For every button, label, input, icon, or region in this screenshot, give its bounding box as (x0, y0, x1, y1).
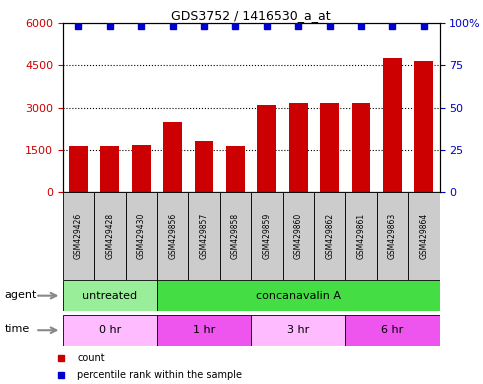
Text: 6 hr: 6 hr (381, 325, 404, 335)
Bar (414, 61, 433, 192)
Bar (345, 315, 440, 346)
Bar (283, 192, 314, 280)
Text: 3 hr: 3 hr (287, 325, 310, 335)
Bar (289, 103, 308, 192)
Bar (157, 280, 440, 311)
Title: GDS3752 / 1416530_a_at: GDS3752 / 1416530_a_at (171, 9, 331, 22)
Bar (220, 192, 251, 280)
Bar (314, 192, 345, 280)
Bar (188, 192, 220, 280)
Text: 1 hr: 1 hr (193, 325, 215, 335)
Bar (63, 192, 94, 280)
Bar (63, 315, 157, 346)
Bar (251, 315, 345, 346)
Text: GSM429430: GSM429430 (137, 213, 146, 259)
Bar (63, 280, 157, 311)
Bar (157, 315, 251, 346)
Text: agent: agent (5, 290, 37, 300)
Bar (163, 122, 182, 192)
Text: GSM429857: GSM429857 (199, 213, 209, 259)
Text: GSM429428: GSM429428 (105, 213, 114, 259)
Bar (377, 192, 408, 280)
Text: GSM429862: GSM429862 (325, 213, 334, 259)
Text: GSM429426: GSM429426 (74, 213, 83, 259)
Bar (157, 192, 188, 280)
Bar (126, 192, 157, 280)
Bar (352, 103, 370, 192)
Text: percentile rank within the sample: percentile rank within the sample (77, 370, 242, 381)
Bar (94, 192, 126, 280)
Bar (251, 192, 283, 280)
Text: GSM429856: GSM429856 (168, 213, 177, 259)
Text: count: count (77, 353, 105, 363)
Text: untreated: untreated (82, 291, 138, 301)
Text: GSM429858: GSM429858 (231, 213, 240, 259)
Bar (383, 58, 402, 192)
Bar (100, 146, 119, 192)
Text: GSM429861: GSM429861 (356, 213, 366, 259)
Text: GSM429859: GSM429859 (262, 213, 271, 259)
Bar (132, 145, 151, 192)
Text: GSM429864: GSM429864 (419, 213, 428, 259)
Bar (320, 103, 339, 192)
Text: time: time (5, 324, 30, 334)
Text: 0 hr: 0 hr (99, 325, 121, 335)
Text: concanavalin A: concanavalin A (256, 291, 341, 301)
Bar (195, 141, 213, 192)
Bar (408, 192, 440, 280)
Text: GSM429860: GSM429860 (294, 213, 303, 259)
Bar (345, 192, 377, 280)
Bar (69, 146, 88, 192)
Bar (226, 146, 245, 192)
Text: GSM429863: GSM429863 (388, 213, 397, 259)
Bar (257, 105, 276, 192)
